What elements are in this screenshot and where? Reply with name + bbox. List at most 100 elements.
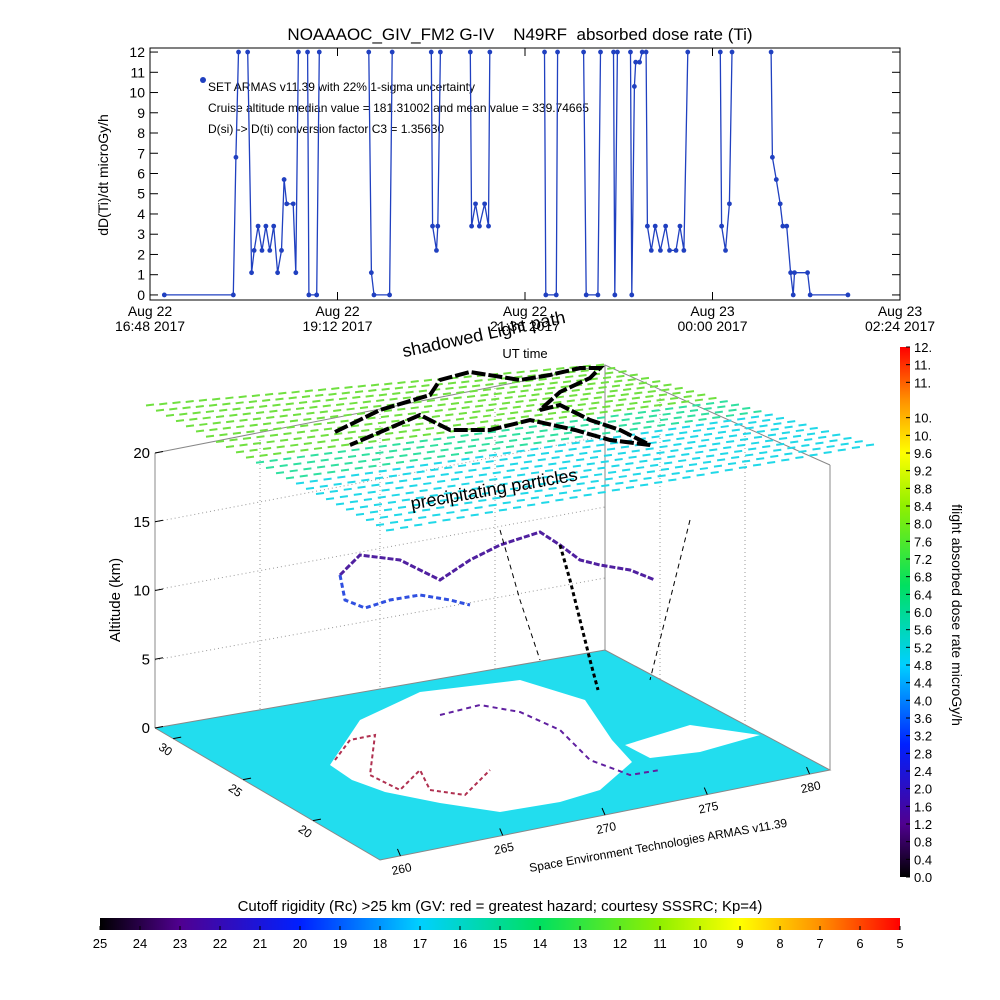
dose-field-dash (446, 511, 455, 515)
dose-field-dash (285, 476, 295, 480)
dose-field-dash (239, 418, 248, 422)
dose-field-dash (440, 448, 449, 452)
dose-field-dash (728, 434, 738, 438)
dose-field-dash (496, 386, 505, 390)
x-tick (806, 766, 811, 775)
dose-field-dash (249, 423, 258, 427)
chart-title: NOAAAOC_GIV_FM2 G-IV N49RF absorbed dose… (287, 25, 752, 44)
dose-field-dash (507, 390, 516, 394)
dose-field-dash (456, 390, 465, 394)
dose-field-dash (485, 383, 494, 387)
dose-field-dash (423, 482, 432, 486)
dose-field-dash (509, 411, 519, 415)
dose-field-dash (647, 389, 656, 393)
dose-field-dash (657, 474, 666, 478)
dose-field-dash (520, 466, 529, 470)
data-point (434, 248, 439, 253)
dose-field-dash (623, 388, 632, 392)
dose-field-dash (720, 425, 729, 429)
dose-field-dash (628, 455, 637, 459)
data-point (673, 248, 679, 253)
dose-field-dash (571, 388, 580, 392)
dose-field-dash (205, 410, 215, 414)
dose-field-dash (611, 464, 620, 468)
dose-field-dash (212, 397, 221, 401)
dose-field-dash (209, 428, 218, 432)
dose-field-dash (349, 500, 359, 504)
dose-field-dash (527, 453, 536, 457)
dose-field-dash (516, 498, 525, 502)
data-point (784, 223, 790, 229)
dose-field-dash (343, 487, 352, 491)
data-point (727, 201, 732, 207)
data-point (543, 292, 549, 298)
dose-field-dash (724, 468, 733, 472)
dose-field-dash (499, 407, 508, 411)
data-point (482, 201, 488, 207)
dose-field-dash (523, 409, 532, 413)
dose-field-dash (347, 480, 356, 484)
data-point (663, 223, 669, 229)
annotation: Cruise altitude median value = 181.31002… (208, 101, 589, 115)
legend-label: SET ARMAS v11.39 with 22% 1-sigma uncert… (208, 80, 475, 94)
dose-field-dash (357, 384, 366, 388)
dose-field-dash (411, 503, 421, 507)
dose-field-dash (703, 407, 712, 411)
dose-field-dash (770, 427, 779, 431)
dose-field-dash (778, 437, 788, 440)
dose-field-dash (580, 423, 589, 427)
dose-field-dash (295, 407, 305, 411)
dose-field-dash (373, 503, 383, 507)
dose-field-dash (506, 469, 515, 473)
dose-field-dash (266, 440, 275, 444)
x-tick-label: Aug 23 00:00 2017 (677, 303, 748, 334)
dose-field-dash (625, 462, 634, 466)
dose-field-dash (676, 437, 685, 441)
dose-field-dash (397, 505, 407, 509)
dose-field-dash (358, 459, 367, 463)
dose-field-dash (593, 396, 602, 400)
dose-field-dash (520, 491, 529, 495)
colorbar-tick-label: 7 (816, 936, 823, 951)
dose-field-dash (503, 475, 512, 479)
dose-field-dash (477, 399, 486, 403)
colorbar-tick-label: 8 (776, 936, 783, 951)
dose-field-dash (533, 441, 542, 445)
dose-field-dash (426, 450, 435, 454)
dose-field-dash (576, 458, 585, 462)
dose-field-dash (694, 398, 704, 402)
data-point (486, 223, 491, 229)
dose-field-dash (480, 420, 489, 424)
dose-field-dash (467, 444, 477, 448)
dose-field-dash (356, 412, 366, 416)
dose-field-dash (555, 395, 564, 399)
dose-field-dash (511, 380, 521, 384)
dose-field-dash (385, 528, 395, 532)
dose-field-dash (601, 484, 610, 488)
dose-field-dash (650, 463, 659, 467)
dose-field-dash (610, 414, 619, 418)
colorbar-tick-label: 25 (93, 936, 107, 951)
dose-field-dash (361, 428, 370, 432)
dose-field-dash (448, 407, 457, 411)
dose-field-dash (525, 379, 534, 383)
dose-field-dash (618, 398, 627, 402)
colorbar-label: flight absorbed dose rate microGy/h (949, 504, 965, 726)
dose-field-dash (558, 415, 567, 419)
dose-field-dash (730, 403, 740, 407)
dose-field-dash (607, 366, 616, 370)
dose-field-dash (528, 425, 537, 429)
data-point (366, 49, 372, 55)
dose-field-dash (496, 464, 505, 468)
dose-field-dash (252, 417, 262, 421)
z-tick-label: 20 (133, 445, 150, 462)
dose-field-dash (640, 405, 649, 409)
data-point (555, 49, 560, 55)
dose-field-dash (640, 376, 650, 380)
dose-field-dash (585, 387, 594, 391)
dose-field-dash (651, 435, 660, 439)
dose-field-dash (547, 411, 557, 415)
dose-field-dash (259, 428, 268, 432)
dose-field-dash (656, 451, 665, 455)
data-point (371, 292, 377, 298)
